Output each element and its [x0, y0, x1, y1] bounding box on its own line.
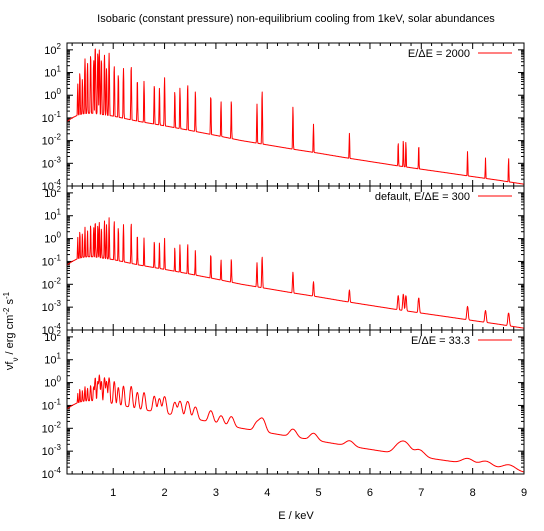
y-tick-exp: 1 [57, 352, 62, 361]
x-tick-label: 2 [161, 487, 167, 499]
y-tick-exp: 0 [57, 87, 62, 96]
y-tick-label: 10-3 [42, 299, 62, 314]
y-tick-label: 10-2 [42, 420, 62, 435]
y-tick-label: 10-2 [42, 133, 62, 148]
spectrum-line [66, 374, 525, 473]
y-axis-label: νfν / erg cm-2 s-1 [2, 291, 20, 370]
y-tick-label: 100 [44, 87, 61, 102]
y-tick-base: 10 [44, 378, 56, 390]
legend-label: default, E/ΔE = 300 [375, 191, 470, 203]
legend-label: E/ΔE = 33.3 [411, 335, 470, 347]
y-tick-base: 10 [42, 400, 54, 412]
y-tick-label: 10-3 [42, 155, 62, 170]
y-tick-base: 10 [44, 188, 56, 200]
y-tick-base: 10 [44, 90, 56, 102]
y-tick-exp: -3 [54, 155, 62, 164]
y-tick-exp: 2 [57, 185, 62, 194]
y-tick-label: 102 [44, 329, 61, 344]
y-tick-label: 100 [44, 231, 61, 246]
y-tick-base: 10 [44, 234, 56, 246]
y-tick-label: 10-3 [42, 443, 62, 458]
y-tick-exp: -2 [54, 276, 62, 285]
panel-frame [66, 329, 525, 475]
y-tick-base: 10 [42, 113, 54, 125]
y-tick-label: 10-4 [42, 466, 62, 481]
y-tick-exp: 2 [57, 42, 62, 51]
y-tick-label: 10-1 [42, 397, 62, 412]
y-tick-exp: -1 [54, 110, 62, 119]
y-tick-base: 10 [42, 325, 54, 337]
y-tick-exp: -1 [54, 397, 62, 406]
y-tick-label: 101 [44, 208, 61, 223]
y-tick-exp: -1 [54, 253, 62, 262]
y-tick-label: 10-4 [42, 322, 62, 337]
legend-label: E/ΔE = 2000 [408, 48, 470, 60]
y-tick-label: 100 [44, 375, 61, 390]
y-tick-label: 10-1 [42, 253, 62, 268]
y-tick-label: 101 [44, 65, 61, 80]
panel-frame [66, 42, 525, 187]
y-tick-exp: 0 [57, 231, 62, 240]
y-tick-exp: 0 [57, 375, 62, 384]
y-tick-base: 10 [42, 446, 54, 458]
y-tick-base: 10 [42, 423, 54, 435]
y-tick-exp: -2 [54, 133, 62, 142]
y-tick-label: 102 [44, 42, 61, 57]
y-tick-base: 10 [42, 181, 54, 193]
spectrum-line [66, 217, 525, 329]
x-tick-label: 6 [367, 487, 373, 499]
y-tick-exp: -4 [54, 466, 62, 475]
figure-title: Isobaric (constant pressure) non-equilib… [97, 13, 495, 25]
y-tick-base: 10 [44, 332, 56, 344]
y-tick-label: 102 [44, 185, 61, 200]
y-tick-base: 10 [42, 469, 54, 481]
y-tick-exp: 1 [57, 65, 62, 74]
spectrum-line [66, 48, 525, 185]
x-tick-label: 3 [213, 487, 219, 499]
x-tick-label: 4 [264, 487, 270, 499]
y-tick-exp: -4 [54, 322, 62, 331]
x-tick-label: 8 [470, 487, 476, 499]
y-tick-base: 10 [42, 136, 54, 148]
y-tick-exp: -3 [54, 299, 62, 308]
y-tick-exp: 2 [57, 329, 62, 338]
y-tick-exp: 1 [57, 208, 62, 217]
y-tick-base: 10 [42, 158, 54, 170]
x-tick-label: 1 [110, 487, 116, 499]
x-axis-label: E / keV [278, 510, 314, 522]
y-tick-exp: -4 [54, 178, 62, 187]
y-tick-base: 10 [42, 302, 54, 314]
y-tick-label: 101 [44, 352, 61, 367]
panel-frame [66, 185, 525, 331]
x-tick-label: 5 [316, 487, 322, 499]
x-tick-label: 9 [521, 487, 527, 499]
y-tick-base: 10 [42, 279, 54, 291]
y-tick-exp: -3 [54, 443, 62, 452]
y-tick-base: 10 [44, 355, 56, 367]
y-tick-label: 10-4 [42, 178, 62, 193]
y-tick-exp: -2 [54, 420, 62, 429]
y-tick-base: 10 [42, 256, 54, 268]
y-tick-label: 10-1 [42, 110, 62, 125]
y-tick-label: 10-2 [42, 276, 62, 291]
x-tick-labels: 1 2 3 4 5 6 7 8 9 [110, 487, 527, 499]
y-tick-base: 10 [44, 211, 56, 223]
x-tick-label: 7 [418, 487, 424, 499]
y-tick-base: 10 [44, 68, 56, 80]
y-tick-base: 10 [44, 45, 56, 57]
